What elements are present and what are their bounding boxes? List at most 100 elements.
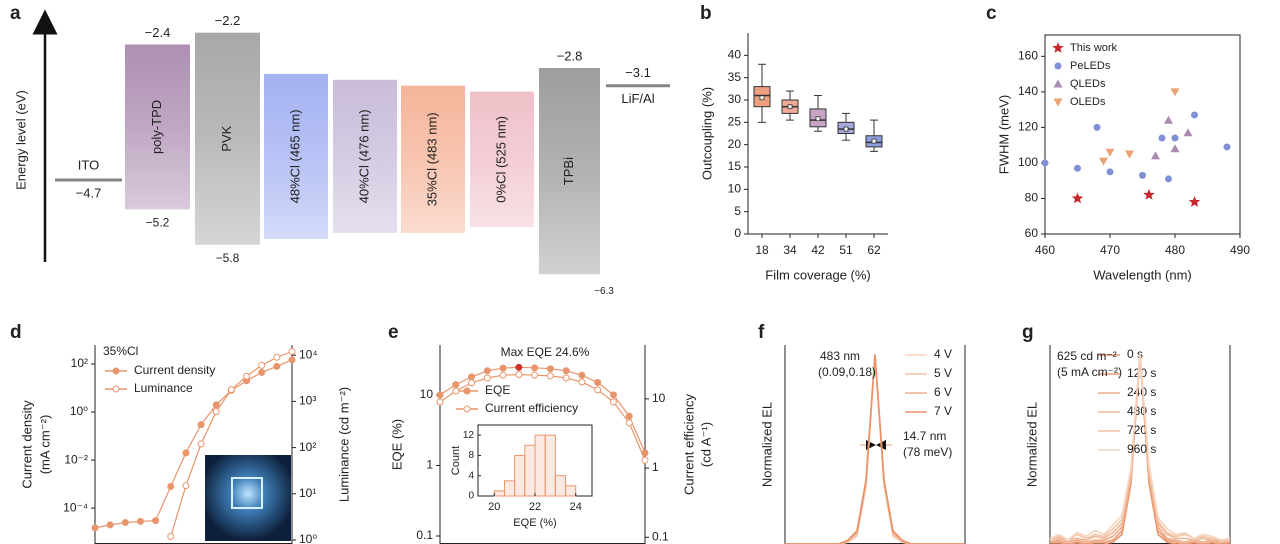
point — [641, 456, 649, 464]
legend-label: QLEDs — [1070, 78, 1106, 90]
energy-value: −2.8 — [557, 48, 583, 63]
legend-label: Current density — [134, 363, 215, 377]
point — [1139, 171, 1146, 179]
y-tick-label: 10² — [71, 356, 88, 370]
mean — [787, 104, 793, 110]
y-tick-label: 10³ — [299, 394, 316, 408]
point — [468, 373, 476, 381]
y-tick-label: 160 — [1018, 48, 1038, 62]
energy-value: −6.3 — [594, 286, 614, 297]
annotation: Max EQE 24.6% — [501, 345, 590, 359]
point — [1188, 196, 1201, 207]
legend-label: Current efficiency — [485, 401, 578, 415]
axis-label: Wavelength (nm) — [1093, 267, 1192, 282]
point — [167, 482, 175, 490]
annotation: (0.09,0.18) — [818, 365, 876, 379]
legend-label: Luminance — [134, 381, 193, 395]
histogram-bar — [554, 475, 567, 497]
y-tick-label: 1 — [652, 460, 659, 474]
point — [167, 532, 175, 540]
layer-name: ITO — [78, 157, 99, 172]
point — [578, 371, 586, 379]
point — [1106, 168, 1114, 176]
point — [212, 408, 220, 416]
point — [609, 398, 617, 406]
mean — [815, 116, 821, 122]
panel-letter: d — [10, 322, 22, 343]
layer-name: 35%Cl (483 nm) — [424, 112, 439, 206]
x-tick-label: 20 — [488, 501, 500, 513]
point — [197, 440, 205, 448]
x-tick-label: 24 — [570, 501, 582, 513]
x-tick-label: 34 — [783, 243, 797, 257]
panel-letter: a — [10, 3, 21, 24]
x-tick-label: 22 — [529, 501, 541, 513]
axis-label: EQE (%) — [389, 419, 404, 470]
y-tick-label: 4 — [468, 470, 474, 481]
annotation: (78 meV) — [903, 445, 952, 459]
point — [1191, 111, 1198, 119]
y-tick-label: 25 — [728, 115, 742, 129]
point — [1105, 148, 1115, 157]
panel-letter: b — [700, 3, 712, 24]
y-tick-label: 35 — [728, 70, 742, 84]
panel-letter: c — [986, 3, 997, 24]
point — [258, 361, 266, 369]
y-tick-label: 100 — [1018, 155, 1038, 169]
mean — [843, 126, 849, 132]
point — [1170, 88, 1180, 97]
device-photo — [205, 455, 291, 541]
point — [594, 378, 602, 386]
point — [531, 364, 539, 372]
point — [1151, 151, 1160, 160]
point — [227, 386, 235, 394]
point — [243, 372, 251, 380]
point — [1170, 144, 1180, 153]
legend-label: EQE — [485, 383, 510, 397]
point — [436, 398, 444, 406]
panel-letter: e — [388, 322, 399, 343]
point — [288, 356, 296, 364]
y-tick-label: 20 — [728, 137, 742, 151]
legend-label: 720 s — [1127, 423, 1156, 437]
series-line — [1049, 354, 1231, 542]
axis-label: Normalized EL — [1024, 402, 1039, 487]
energy-level-box — [264, 73, 328, 239]
point — [609, 391, 617, 399]
point — [197, 421, 205, 429]
point — [1125, 150, 1134, 159]
annotation: (5 mA cm⁻²) — [1057, 365, 1122, 379]
y-tick-label: 60 — [1025, 226, 1039, 240]
legend-label: 4 V — [934, 347, 952, 361]
axis-label: Luminance (cd m⁻²) — [336, 387, 351, 502]
y-tick-label: 0 — [734, 226, 741, 240]
y-tick-label: 10² — [299, 440, 316, 454]
y-tick-label: 10¹ — [299, 486, 316, 500]
y-tick-label: 15 — [728, 159, 742, 173]
x-tick-label: 490 — [1230, 243, 1250, 257]
energy-value: −2.4 — [145, 25, 171, 40]
legend-marker — [1053, 98, 1063, 107]
y-tick-label: 10⁰ — [299, 532, 317, 544]
y-tick-label: 10 — [420, 387, 434, 401]
energy-level-box — [195, 32, 260, 245]
histogram-bar — [514, 454, 526, 497]
mean — [759, 95, 765, 101]
y-tick-label: 0.1 — [416, 528, 433, 542]
annotation: 625 cd m⁻² — [1057, 349, 1117, 363]
axis-label: Current efficiency — [681, 394, 696, 495]
point — [1223, 143, 1231, 151]
point — [452, 381, 460, 389]
point — [1074, 164, 1081, 172]
annotation: 35%Cl — [103, 344, 138, 358]
point — [578, 378, 586, 386]
annotation: 14.7 nm — [903, 429, 946, 443]
point — [499, 371, 507, 379]
point — [483, 374, 491, 382]
legend-label: 6 V — [934, 385, 952, 399]
energy-value: −3.1 — [625, 65, 651, 80]
legend-marker — [463, 405, 471, 413]
point — [182, 482, 190, 490]
legend-label: PeLEDs — [1070, 60, 1111, 72]
legend-marker — [112, 385, 120, 393]
